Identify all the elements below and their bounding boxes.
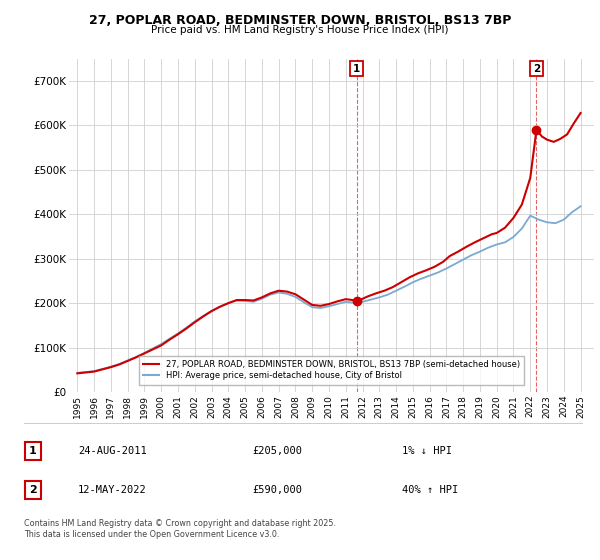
- Text: 12-MAY-2022: 12-MAY-2022: [78, 485, 147, 495]
- Text: 2: 2: [29, 485, 37, 495]
- Text: 1: 1: [353, 64, 360, 74]
- Text: 1: 1: [29, 446, 37, 456]
- Text: 40% ↑ HPI: 40% ↑ HPI: [402, 485, 458, 495]
- Text: Contains HM Land Registry data © Crown copyright and database right 2025.: Contains HM Land Registry data © Crown c…: [24, 519, 336, 528]
- Text: £205,000: £205,000: [252, 446, 302, 456]
- Text: £590,000: £590,000: [252, 485, 302, 495]
- Text: Price paid vs. HM Land Registry's House Price Index (HPI): Price paid vs. HM Land Registry's House …: [151, 25, 449, 35]
- Text: 24-AUG-2011: 24-AUG-2011: [78, 446, 147, 456]
- Text: 1% ↓ HPI: 1% ↓ HPI: [402, 446, 452, 456]
- Text: 2: 2: [533, 64, 540, 74]
- Legend: 27, POPLAR ROAD, BEDMINSTER DOWN, BRISTOL, BS13 7BP (semi-detached house), HPI: : 27, POPLAR ROAD, BEDMINSTER DOWN, BRISTO…: [139, 356, 524, 385]
- Text: 27, POPLAR ROAD, BEDMINSTER DOWN, BRISTOL, BS13 7BP: 27, POPLAR ROAD, BEDMINSTER DOWN, BRISTO…: [89, 14, 511, 27]
- Text: This data is licensed under the Open Government Licence v3.0.: This data is licensed under the Open Gov…: [24, 530, 280, 539]
